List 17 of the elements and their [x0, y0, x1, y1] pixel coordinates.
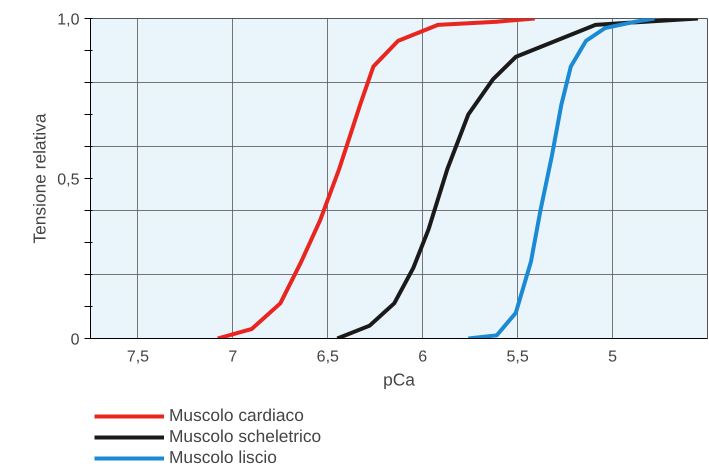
y-axis-title: Tensione relativa	[29, 113, 50, 244]
line-series	[335, 18, 700, 338]
y-tick-label: 0	[70, 332, 80, 348]
legend-label: Muscolo liscio	[169, 447, 277, 468]
line-series	[466, 18, 656, 338]
legend-label: Muscolo scheletrico	[169, 426, 322, 447]
x-tick-label: 5	[608, 348, 618, 366]
y-tick-label: 0,5	[57, 172, 80, 188]
x-tick-label: 6,5	[316, 348, 340, 366]
line-series	[216, 18, 537, 338]
y-tick-label: 1,0	[57, 12, 80, 28]
x-tick-label: 5,5	[506, 348, 529, 366]
x-tick-label: 6	[418, 348, 428, 366]
x-tick-label: 7	[228, 348, 238, 366]
x-axis-title: pCa	[383, 370, 416, 390]
legend-label: Muscolo cardiaco	[169, 405, 304, 426]
x-tick-label: 7,5	[126, 348, 150, 366]
